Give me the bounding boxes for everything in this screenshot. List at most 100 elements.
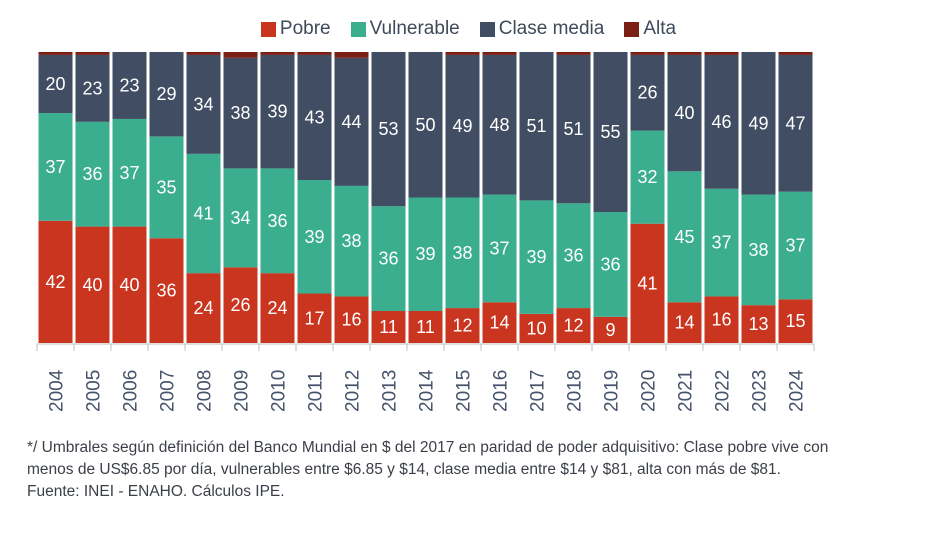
legend-item-alta: Alta xyxy=(624,18,676,40)
chart-legend: Pobre Vulnerable Clase media Alta xyxy=(0,18,937,40)
bar-segment-pobre-2011 xyxy=(297,293,332,343)
bar-2009: 26 34 38 xyxy=(223,52,258,343)
bar-2020: 41 32 26 xyxy=(630,52,665,343)
bar-segment-pobre-2022 xyxy=(704,296,739,343)
x-tick-label-2015: 2015 xyxy=(454,370,475,412)
bar-segment-pobre-2006 xyxy=(112,226,147,343)
bar-segment-clase-media-2021 xyxy=(667,54,702,172)
bar-segment-pobre-2008 xyxy=(186,273,221,343)
bar-2022: 16 37 46 xyxy=(704,52,739,343)
bar-segment-alta-2008 xyxy=(186,52,221,55)
data-label-clase-media-2009: 38 xyxy=(230,103,250,123)
x-tick-label-2007: 2007 xyxy=(158,370,179,412)
bar-segment-alta-2011 xyxy=(297,52,332,55)
x-tick-label-2024: 2024 xyxy=(787,369,808,412)
bar-segment-vulnerable-2017 xyxy=(519,200,554,314)
legend-label-alta: Alta xyxy=(643,18,677,39)
x-tick-label-2023: 2023 xyxy=(750,370,771,412)
footnote: */ Umbrales según definición del Banco M… xyxy=(27,437,828,503)
data-label-vulnerable-2006: 37 xyxy=(119,163,139,183)
bar-2006: 40 37 23 xyxy=(112,52,147,343)
bar-segment-vulnerable-2005 xyxy=(75,121,110,227)
bar-segment-clase-media-2018 xyxy=(556,54,591,204)
legend-swatch-vulnerable xyxy=(350,21,366,37)
bar-segment-vulnerable-2021 xyxy=(667,171,702,303)
data-label-pobre-2023: 13 xyxy=(748,314,768,334)
bar-segment-clase-media-2007 xyxy=(149,52,184,137)
legend-label-vulnerable: Vulnerable xyxy=(369,18,460,39)
x-tick-label-2011: 2011 xyxy=(306,371,327,412)
bar-segment-vulnerable-2010 xyxy=(260,168,295,274)
bar-segment-pobre-2021 xyxy=(667,302,702,343)
bar-segment-clase-media-2008 xyxy=(186,54,221,154)
bar-segment-vulnerable-2009 xyxy=(223,168,258,268)
bar-segment-pobre-2019 xyxy=(593,316,628,343)
data-label-vulnerable-2009: 34 xyxy=(230,208,250,228)
data-label-clase-media-2014: 50 xyxy=(415,115,435,135)
bar-segment-vulnerable-2019 xyxy=(593,212,628,317)
legend-item-vulnerable: Vulnerable xyxy=(350,18,460,40)
bar-segment-alta-2024 xyxy=(778,52,813,55)
data-label-vulnerable-2012: 38 xyxy=(341,231,361,251)
footnote-source: Fuente: INEI - ENAHO. Cálculos IPE. xyxy=(27,483,285,500)
data-label-vulnerable-2018: 36 xyxy=(563,246,583,266)
bar-segment-alta-2010 xyxy=(260,52,295,55)
x-tick-label-2016: 2016 xyxy=(491,370,512,412)
x-tick-label-2012: 2012 xyxy=(343,370,364,412)
bar-segment-vulnerable-2004 xyxy=(38,113,73,221)
data-label-pobre-2009: 26 xyxy=(230,295,250,315)
data-label-vulnerable-2007: 35 xyxy=(156,177,176,197)
data-label-vulnerable-2021: 45 xyxy=(674,227,694,247)
data-label-clase-media-2010: 39 xyxy=(267,102,287,122)
data-label-pobre-2017: 10 xyxy=(526,318,546,338)
legend-label-clase-media: Clase media xyxy=(498,18,605,39)
bar-segment-pobre-2014 xyxy=(408,310,443,343)
bar-2008: 24 41 34 xyxy=(186,52,221,343)
data-label-pobre-2024: 15 xyxy=(785,311,805,331)
data-label-pobre-2010: 24 xyxy=(267,298,287,318)
bar-segment-clase-media-2024 xyxy=(778,54,813,192)
data-label-clase-media-2011: 43 xyxy=(304,107,324,127)
data-label-pobre-2015: 12 xyxy=(452,316,472,336)
data-label-clase-media-2008: 34 xyxy=(193,94,213,114)
data-label-pobre-2012: 16 xyxy=(341,310,361,330)
data-label-clase-media-2024: 47 xyxy=(785,113,805,133)
legend-label-pobre: Pobre xyxy=(279,18,331,39)
data-label-vulnerable-2024: 37 xyxy=(785,236,805,256)
data-label-vulnerable-2016: 37 xyxy=(489,238,509,258)
bar-2013: 11 36 53 xyxy=(371,52,406,343)
bar-segment-pobre-2009 xyxy=(223,267,258,343)
bar-2019: 9 36 55 xyxy=(593,52,628,343)
data-label-pobre-2007: 36 xyxy=(156,281,176,301)
data-label-clase-media-2005: 23 xyxy=(82,78,102,98)
x-tick-label-2014: 2014 xyxy=(417,369,438,412)
x-tick-label-2008: 2008 xyxy=(195,370,216,412)
x-tick-label-2005: 2005 xyxy=(84,370,105,412)
bar-segment-pobre-2016 xyxy=(482,302,517,343)
bar-2024: 15 37 47 xyxy=(778,52,813,343)
legend-item-pobre: Pobre xyxy=(260,18,331,40)
bar-segment-pobre-2013 xyxy=(371,310,406,343)
bar-segment-vulnerable-2015 xyxy=(445,197,480,309)
data-label-vulnerable-2004: 37 xyxy=(45,157,65,177)
bar-segment-vulnerable-2022 xyxy=(704,188,739,297)
bar-segment-clase-media-2023 xyxy=(741,52,776,195)
data-label-pobre-2014: 11 xyxy=(416,317,435,337)
bar-segment-alta-2004 xyxy=(38,52,73,55)
bar-segment-alta-2012 xyxy=(334,52,369,58)
data-label-pobre-2018: 12 xyxy=(563,316,583,336)
bar-2011: 17 39 43 xyxy=(297,52,332,343)
data-label-clase-media-2012: 44 xyxy=(341,112,361,132)
legend-item-clase-media: Clase media xyxy=(479,18,605,40)
data-label-clase-media-2015: 49 xyxy=(452,116,472,136)
x-tick-label-2021: 2021 xyxy=(676,370,697,412)
data-label-clase-media-2022: 46 xyxy=(711,112,731,132)
bar-2021: 14 45 40 xyxy=(667,52,702,343)
bar-segment-clase-media-2015 xyxy=(445,54,480,198)
footnote-line-2: menos de US$6.85 por día, vulnerables en… xyxy=(27,461,781,478)
data-label-pobre-2016: 14 xyxy=(489,313,509,333)
bar-segment-clase-media-2009 xyxy=(223,57,258,169)
bar-segment-vulnerable-2012 xyxy=(334,185,369,297)
legend-swatch-alta xyxy=(624,21,640,37)
data-label-pobre-2008: 24 xyxy=(193,298,213,318)
